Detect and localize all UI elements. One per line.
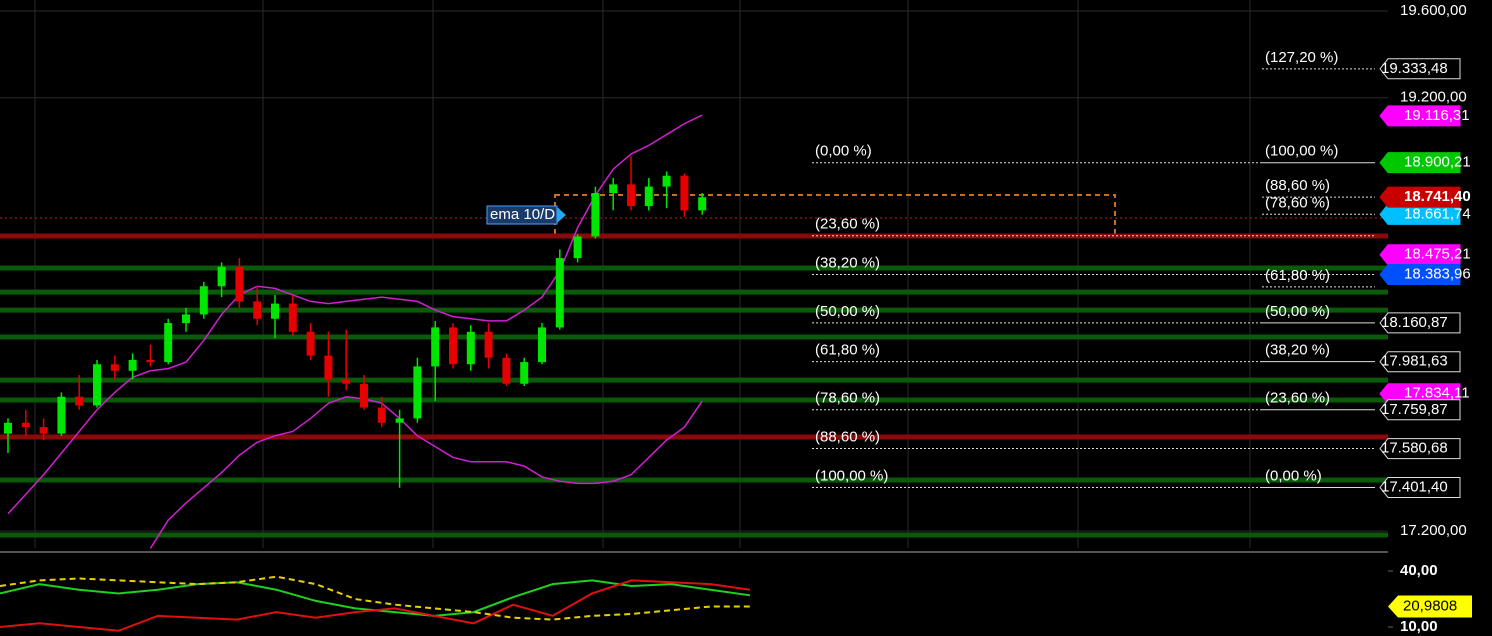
price-tag-label: 18.741,40 (1404, 188, 1471, 205)
bollinger-band (7, 114, 703, 515)
price-tag (1379, 438, 1461, 460)
candle-body (253, 301, 262, 319)
candle-body (199, 286, 208, 315)
annotation-arrow (557, 207, 566, 223)
price-tag-label: 18.661,74 (1404, 205, 1471, 222)
candle-body (235, 266, 244, 302)
candle-body (484, 331, 493, 358)
oscillator-line (0, 579, 751, 632)
candle-body (128, 359, 137, 371)
candle-body (57, 396, 66, 434)
price-tag (1379, 105, 1461, 127)
oscillator-line (0, 575, 750, 621)
fib-label: (88,60 %) (1265, 177, 1330, 194)
candle-body (342, 379, 351, 384)
candle-body (644, 186, 653, 207)
price-tag (1379, 312, 1461, 334)
price-tag-label: 19.333,48 (1381, 60, 1448, 77)
price-tag-label: 18.900,21 (1404, 154, 1471, 171)
candle-body (538, 327, 546, 363)
y-tick-label: 19.600,00 (1400, 2, 1467, 19)
price-tag (1379, 399, 1461, 421)
candle-body (627, 184, 635, 207)
annotation-label: ema 10/D (490, 206, 555, 223)
price-tag (1379, 152, 1461, 174)
fib-label: (23,60 %) (815, 216, 880, 233)
osc-tag (1388, 595, 1472, 618)
price-tag (1379, 244, 1461, 266)
candle-body (395, 418, 404, 423)
price-tag-label: 18.160,87 (1381, 314, 1448, 331)
candle-body (360, 383, 368, 408)
y-tick-label: 17.200,00 (1400, 522, 1467, 539)
price-tag (1379, 476, 1461, 498)
price-tag-label: 17.759,87 (1381, 401, 1448, 418)
candle-body (93, 364, 101, 406)
fib-label: (38,20 %) (1265, 342, 1330, 359)
fib-label: (61,80 %) (815, 342, 880, 359)
candle-body (217, 266, 226, 287)
candle-body (413, 366, 422, 419)
candle-body (609, 184, 618, 194)
fib-label: (100,00 %) (1265, 143, 1338, 160)
fib-label: (38,20 %) (815, 255, 880, 272)
candle-body (288, 303, 297, 332)
fib-label: (78,60 %) (1265, 194, 1330, 211)
price-tag (1379, 264, 1461, 286)
candle-body (182, 314, 190, 324)
candle-body (449, 327, 457, 365)
fib-label: (0,00 %) (1265, 468, 1322, 485)
price-tag (1379, 186, 1461, 208)
fib-label: (100,00 %) (815, 468, 888, 485)
osc-tick-label: 10,00 (1400, 618, 1438, 635)
fib-label: (88,60 %) (815, 429, 880, 446)
candle-body (573, 236, 582, 259)
candle-body (4, 422, 12, 434)
candle-body (39, 427, 48, 434)
price-tag-label: 17.401,40 (1381, 478, 1448, 495)
price-tag-label: 17.580,68 (1381, 440, 1448, 457)
price-tag (1379, 351, 1461, 373)
candle-body (662, 175, 671, 187)
price-tag-label: 18.383,96 (1404, 266, 1471, 283)
price-tag-label: 19.116,31 (1404, 107, 1470, 124)
price-tag-label: 17.834,11 (1404, 385, 1470, 402)
price-tag-label: 18.475,21 (1404, 246, 1471, 263)
candle-body (466, 331, 475, 365)
fib-label: (0,00 %) (815, 143, 872, 160)
fib-label: (50,00 %) (815, 303, 880, 320)
candle-body (306, 331, 315, 356)
price-tag (1379, 58, 1461, 80)
candle-body (502, 357, 511, 384)
candle-body (75, 396, 84, 406)
candle-body (431, 327, 440, 367)
fib-label: (61,80 %) (1265, 267, 1330, 284)
candle-body (324, 355, 333, 380)
candle-body (146, 359, 155, 363)
fib-label: (23,60 %) (1265, 390, 1330, 407)
osc-tick-label: 40,00 (1400, 562, 1438, 579)
candle-body (680, 175, 689, 211)
price-tag-label: 17.981,63 (1381, 353, 1448, 370)
candle-body (21, 422, 30, 428)
candle-body (271, 303, 279, 319)
candle-body (698, 197, 707, 211)
osc-tag-label: 20,9808 (1403, 598, 1457, 615)
candle-body (164, 323, 173, 363)
vertical-grid (34, 0, 1251, 548)
y-tick-label: 19.200,00 (1400, 89, 1467, 106)
candle-body (555, 258, 564, 328)
candle-body (520, 362, 529, 384)
fib-label: (50,00 %) (1265, 303, 1330, 320)
candle-body (110, 364, 119, 371)
bollinger-band (149, 395, 703, 549)
fib-label: (78,60 %) (815, 390, 880, 407)
fib-label: (127,20 %) (1265, 49, 1338, 66)
candle-body (377, 407, 386, 423)
candle-body (591, 193, 600, 237)
